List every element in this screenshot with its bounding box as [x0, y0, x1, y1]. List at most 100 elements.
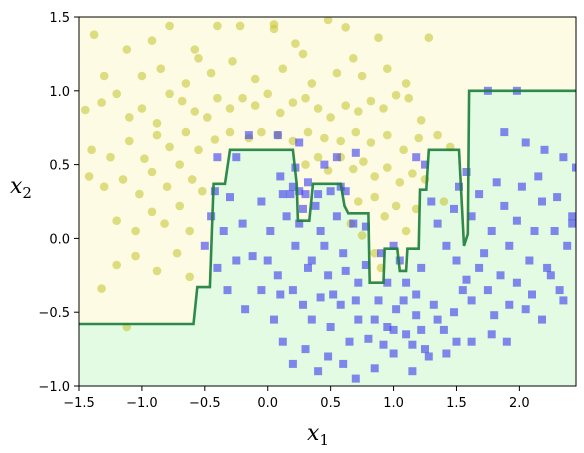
- class0-point: [307, 79, 317, 88]
- y-tick-label: 1.0: [49, 85, 70, 100]
- class1-point: [276, 290, 285, 299]
- class1-point: [326, 187, 335, 196]
- class0-point: [84, 172, 94, 181]
- class1-point: [525, 256, 534, 265]
- class1-point: [530, 227, 539, 235]
- class0-point: [213, 21, 222, 31]
- class1-point: [439, 325, 448, 334]
- class1-point: [351, 148, 360, 157]
- class0-point: [278, 64, 288, 73]
- class1-point: [467, 337, 476, 346]
- class0-point: [181, 127, 191, 137]
- class0-point: [203, 113, 212, 122]
- y-tick-label: 1.5: [49, 11, 70, 26]
- class1-point: [412, 153, 421, 162]
- class1-point: [500, 128, 509, 137]
- class1-point: [417, 325, 426, 334]
- class0-point: [357, 231, 367, 240]
- class1-point: [467, 296, 476, 305]
- class1-point: [276, 172, 285, 181]
- class1-point: [223, 286, 232, 295]
- class0-point: [263, 89, 273, 99]
- class1-point: [339, 249, 348, 258]
- class0-point: [147, 36, 157, 45]
- class1-point: [512, 216, 521, 225]
- class1-point: [299, 300, 307, 309]
- class1-point: [462, 168, 471, 176]
- class1-point: [546, 271, 555, 280]
- class0-point: [160, 219, 169, 228]
- class0-point: [152, 130, 162, 140]
- class1-point: [286, 190, 295, 199]
- class1-point: [324, 271, 333, 280]
- class0-point: [235, 21, 245, 31]
- class1-point: [326, 323, 335, 331]
- class1-point: [496, 271, 505, 280]
- x-axis-label-sub: 1: [319, 431, 329, 449]
- class1-point: [528, 290, 536, 299]
- class1-point: [505, 241, 514, 250]
- x-tick-label: 2.0: [509, 396, 530, 411]
- class0-point: [87, 145, 96, 155]
- class0-point: [383, 130, 392, 140]
- x-tick-label: 1.0: [383, 396, 404, 411]
- class1-point: [200, 241, 209, 250]
- class1-point: [244, 131, 253, 140]
- class0-point: [303, 127, 313, 137]
- class1-point: [329, 290, 338, 299]
- class0-point: [313, 152, 323, 162]
- y-axis-label-main: x: [10, 174, 23, 199]
- class1-point: [462, 275, 471, 284]
- class0-point: [257, 127, 266, 137]
- class1-point: [427, 197, 436, 206]
- class1-point: [307, 315, 316, 324]
- class1-point: [475, 190, 484, 199]
- class1-point: [402, 278, 411, 287]
- class0-point: [320, 133, 329, 143]
- class0-point: [298, 49, 308, 59]
- class0-point: [147, 207, 157, 217]
- class1-point: [480, 249, 489, 258]
- class0-point: [152, 266, 162, 276]
- class1-point: [314, 367, 323, 376]
- class0-point: [366, 96, 376, 106]
- class0-point: [336, 136, 346, 146]
- class0-point: [147, 167, 157, 177]
- class1-point: [354, 278, 363, 287]
- class0-point: [152, 119, 162, 128]
- class0-points: [81, 17, 455, 332]
- class1-point: [241, 305, 250, 314]
- class0-point: [301, 93, 310, 103]
- class1-point: [266, 227, 275, 235]
- class1-point: [210, 187, 219, 196]
- class0-point: [187, 175, 197, 184]
- class1-point: [361, 222, 370, 231]
- class1-point: [505, 300, 514, 309]
- class0-point: [301, 160, 310, 169]
- class1-point: [311, 201, 320, 210]
- class0-point: [349, 164, 358, 174]
- class1-point: [383, 323, 392, 331]
- class0-point: [291, 39, 300, 48]
- class1-point: [291, 241, 300, 250]
- class1-point: [341, 187, 350, 196]
- class0-point: [366, 138, 376, 147]
- class0-point: [391, 90, 401, 100]
- class0-point: [190, 45, 200, 54]
- class1-point: [257, 197, 266, 206]
- class1-point: [433, 219, 442, 228]
- class1-point: [320, 160, 329, 169]
- class1-point: [442, 349, 451, 358]
- class0-point: [131, 251, 140, 261]
- class1-point: [568, 219, 576, 228]
- class0-point: [89, 30, 99, 39]
- class1-point: [370, 364, 379, 373]
- class1-point: [301, 345, 310, 354]
- class0-point: [399, 145, 408, 155]
- x-tick-label: 0.5: [320, 396, 341, 411]
- class0-point: [269, 20, 279, 29]
- class0-point: [125, 113, 134, 122]
- class1-point: [408, 367, 417, 376]
- class1-point: [412, 290, 421, 299]
